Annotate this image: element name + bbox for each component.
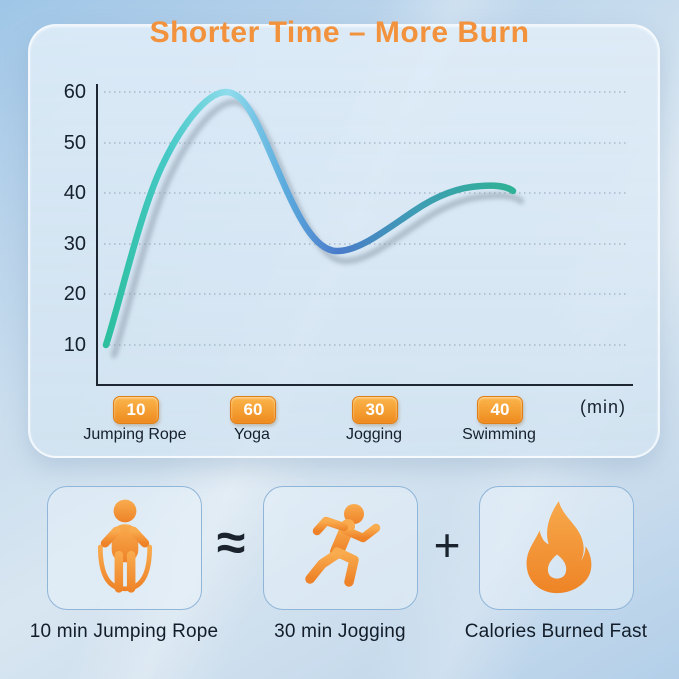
minutes-badge-swimming: 40 (477, 396, 523, 424)
minutes-badge-jogging: 30 (352, 396, 398, 424)
axis-unit-label: (min) (580, 397, 626, 417)
card-jogging (263, 486, 418, 610)
category-yoga: Yoga (234, 426, 270, 443)
category-jumping-rope: Jumping Rope (83, 426, 187, 443)
ytick-60: 60 (63, 81, 86, 103)
jump-rope-icon (96, 499, 153, 593)
card-label-calories: Calories Burned Fast (464, 621, 648, 642)
ytick-10: 10 (63, 334, 86, 356)
flame-icon (526, 501, 591, 594)
category-swimming: Swimming (462, 426, 536, 443)
card-jumping-rope (47, 486, 202, 610)
ytick-30: 30 (63, 233, 86, 255)
chart-panel (28, 24, 660, 458)
page-title: Shorter Time – More Burn (149, 16, 530, 49)
category-jogging: Jogging (345, 426, 403, 443)
ytick-40: 40 (63, 182, 86, 204)
runner-icon (304, 504, 380, 587)
ytick-20: 20 (63, 283, 86, 305)
minutes-badge-yoga: 60 (230, 396, 276, 424)
ytick-50: 50 (63, 132, 86, 154)
card-label-jumping-rope: 10 min Jumping Rope (29, 621, 219, 642)
minutes-badge-jumping-rope: 10 (113, 396, 159, 424)
plus-symbol: + (433, 519, 461, 571)
card-label-jogging: 30 min Jogging (274, 621, 406, 642)
approx-equal-symbol: ≈ (216, 514, 246, 572)
card-calories (479, 486, 634, 610)
